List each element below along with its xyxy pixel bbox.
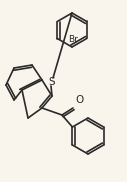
Text: O: O [75,95,83,105]
Text: Br: Br [68,35,78,44]
Text: S: S [49,77,55,87]
